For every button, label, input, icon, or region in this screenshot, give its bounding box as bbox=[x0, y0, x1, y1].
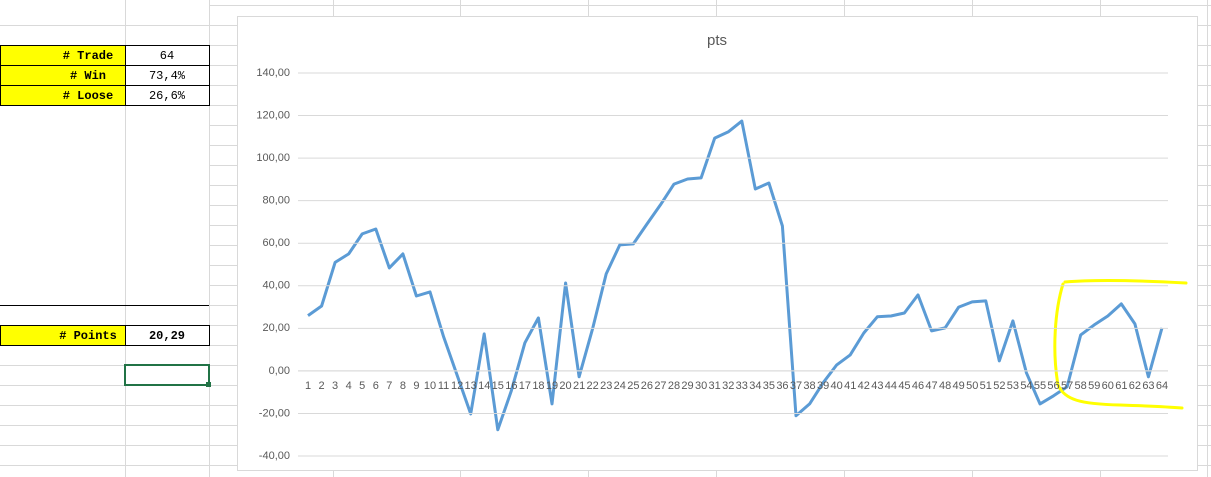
x-tick-label: 42 bbox=[858, 380, 870, 392]
x-tick-label: 11 bbox=[438, 380, 449, 392]
y-tick-label: 20,00 bbox=[262, 322, 290, 334]
x-tick-label: 59 bbox=[1088, 380, 1100, 392]
x-tick-label: 25 bbox=[627, 380, 639, 392]
x-tick-label: 49 bbox=[953, 380, 965, 392]
x-tick-label: 58 bbox=[1075, 380, 1087, 392]
x-tick-label: 40 bbox=[831, 380, 843, 392]
x-tick-label: 4 bbox=[346, 380, 352, 392]
x-tick-label: 17 bbox=[519, 380, 531, 392]
x-tick-label: 64 bbox=[1156, 380, 1168, 392]
y-tick-label: -40,00 bbox=[259, 450, 290, 462]
x-tick-label: 61 bbox=[1115, 380, 1127, 392]
x-tick-label: 50 bbox=[966, 380, 978, 392]
cell-label: # Points bbox=[59, 329, 117, 343]
x-tick-label: 16 bbox=[505, 380, 517, 392]
x-tick-label: 60 bbox=[1102, 380, 1114, 392]
x-tick-label: 2 bbox=[318, 380, 324, 392]
value-cell bbox=[125, 85, 210, 106]
x-tick-label: 51 bbox=[980, 380, 992, 392]
x-tick-label: 22 bbox=[587, 380, 599, 392]
x-tick-label: 52 bbox=[993, 380, 1005, 392]
x-tick-label: 24 bbox=[614, 380, 626, 392]
cell-value: 20,29 bbox=[149, 329, 185, 343]
x-tick-label: 37 bbox=[790, 380, 802, 392]
y-tick-label: 120,00 bbox=[256, 109, 290, 121]
cell-label: # Trade bbox=[63, 49, 113, 63]
x-tick-label: 23 bbox=[600, 380, 612, 392]
cell-value: 64 bbox=[160, 49, 174, 63]
x-tick-label: 32 bbox=[722, 380, 734, 392]
x-tick-label: 30 bbox=[695, 380, 707, 392]
x-tick-label: 27 bbox=[654, 380, 666, 392]
highlight-annotation bbox=[1053, 278, 1188, 410]
x-tick-label: 33 bbox=[736, 380, 748, 392]
x-tick-label: 54 bbox=[1020, 380, 1032, 392]
fill-handle[interactable] bbox=[206, 382, 211, 387]
x-tick-label: 10 bbox=[424, 380, 436, 392]
cell-label: # Win bbox=[70, 69, 106, 83]
cell-label: # Loose bbox=[63, 89, 113, 103]
x-tick-label: 3 bbox=[332, 380, 338, 392]
x-tick-label: 8 bbox=[400, 380, 406, 392]
x-tick-label: 13 bbox=[465, 380, 477, 392]
x-tick-label: 44 bbox=[885, 380, 897, 392]
x-tick-label: 47 bbox=[925, 380, 937, 392]
x-tick-label: 19 bbox=[546, 380, 558, 392]
value-cell bbox=[125, 325, 210, 346]
x-tick-label: 48 bbox=[939, 380, 951, 392]
label-cell bbox=[0, 65, 126, 86]
cell-value: 26,6% bbox=[149, 89, 186, 103]
x-tick-label: 55 bbox=[1034, 380, 1046, 392]
x-tick-label: 21 bbox=[573, 380, 585, 392]
selected-cell[interactable] bbox=[124, 364, 210, 386]
cell-value: 73,4% bbox=[149, 69, 186, 83]
series-line bbox=[307, 119, 1164, 432]
x-tick-label: 5 bbox=[359, 380, 365, 392]
x-tick-label: 46 bbox=[912, 380, 924, 392]
x-tick-label: 56 bbox=[1047, 380, 1059, 392]
x-tick-label: 14 bbox=[478, 380, 490, 392]
y-tick-label: -20,00 bbox=[259, 407, 290, 419]
x-tick-label: 36 bbox=[776, 380, 788, 392]
x-tick-label: 12 bbox=[451, 380, 463, 392]
x-tick-label: 15 bbox=[492, 380, 504, 392]
x-tick-label: 1 bbox=[305, 380, 311, 392]
x-tick-label: 39 bbox=[817, 380, 829, 392]
y-tick-label: 0,00 bbox=[269, 365, 290, 377]
x-tick-label: 6 bbox=[373, 380, 379, 392]
x-tick-label: 18 bbox=[532, 380, 544, 392]
y-tick-label: 140,00 bbox=[256, 67, 290, 79]
x-tick-label: 57 bbox=[1061, 380, 1073, 392]
x-tick-label: 53 bbox=[1007, 380, 1019, 392]
x-tick-label: 35 bbox=[763, 380, 775, 392]
x-tick-label: 20 bbox=[559, 380, 571, 392]
x-tick-label: 26 bbox=[641, 380, 653, 392]
y-tick-label: 100,00 bbox=[256, 152, 290, 164]
chart-title: pts bbox=[707, 32, 727, 49]
y-tick-label: 40,00 bbox=[262, 280, 290, 292]
x-tick-label: 45 bbox=[898, 380, 910, 392]
x-tick-label: 9 bbox=[413, 380, 419, 392]
x-tick-label: 43 bbox=[871, 380, 883, 392]
x-tick-label: 7 bbox=[386, 380, 392, 392]
x-tick-label: 38 bbox=[803, 380, 815, 392]
y-tick-label: 80,00 bbox=[262, 195, 290, 207]
x-tick-label: 29 bbox=[681, 380, 693, 392]
x-tick-label: 41 bbox=[844, 380, 856, 392]
x-tick-label: 31 bbox=[709, 380, 721, 392]
y-tick-label: 60,00 bbox=[262, 237, 290, 249]
x-tick-label: 34 bbox=[749, 380, 761, 392]
x-tick-label: 63 bbox=[1142, 380, 1154, 392]
x-tick-label: 28 bbox=[668, 380, 680, 392]
x-tick-label: 62 bbox=[1129, 380, 1141, 392]
